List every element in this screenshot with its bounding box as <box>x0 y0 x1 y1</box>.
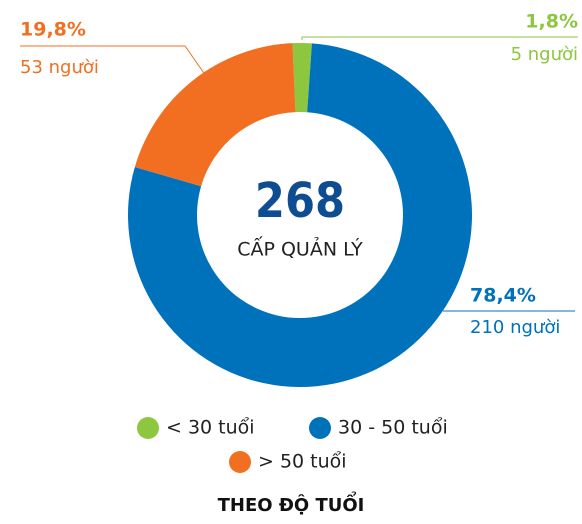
legend-label: > 50 tuổi <box>258 451 347 473</box>
value-label: 19,8% <box>20 19 86 41</box>
value-label: 78,4% <box>470 285 536 307</box>
donut-slice <box>134 43 296 187</box>
leader-line <box>301 36 578 40</box>
legend-marker <box>137 417 159 439</box>
value-label: 1,8% <box>525 11 578 33</box>
donut-slice <box>292 43 312 113</box>
chart-title: THEO ĐỘ TUỔI <box>218 491 365 516</box>
center-label: CẤP QUẢN LÝ <box>237 236 363 261</box>
count-label: 210 người <box>470 317 560 338</box>
legend-marker <box>229 451 251 473</box>
donut-slice <box>127 43 473 388</box>
count-label: 53 người <box>20 57 99 78</box>
legend-label: 30 - 50 tuổi <box>338 417 448 439</box>
legend-marker <box>309 417 331 439</box>
legend-label: < 30 tuổi <box>166 417 255 439</box>
center-value: 268 <box>255 173 345 229</box>
count-label: 5 người <box>511 44 578 65</box>
leader-line <box>20 45 207 77</box>
